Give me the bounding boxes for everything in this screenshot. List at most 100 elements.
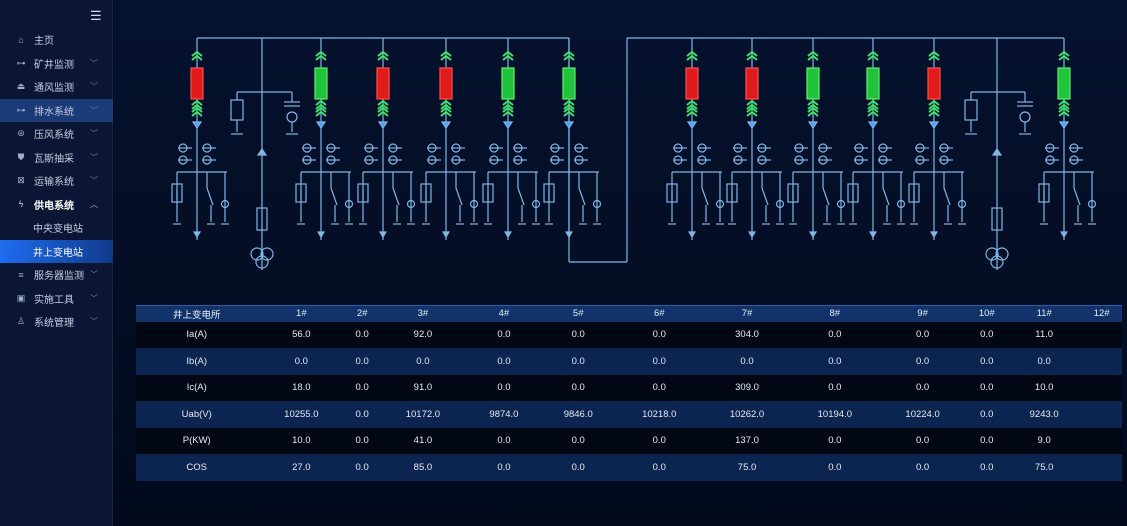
table-cell: 0.0 [466, 321, 542, 348]
table-cell: 0.0 [466, 427, 542, 454]
sidebar-item[interactable]: ⊠ 运输系统 ﹀ [0, 169, 113, 193]
table-cell [1081, 374, 1122, 401]
table-cell [1081, 427, 1122, 454]
switch-icon [882, 187, 890, 206]
switch-icon [578, 187, 586, 206]
table-cell: 0.0 [615, 348, 704, 375]
sidebar-item[interactable]: ⊶ 矿井监测 ﹀ [0, 52, 113, 76]
lamp-icon [286, 111, 298, 123]
arrow-icon [564, 231, 574, 239]
chevron-icon: ﹀ [90, 152, 98, 162]
column-header: 9# [878, 305, 967, 322]
chevron-icon [440, 106, 452, 117]
chevron-icon [563, 106, 575, 117]
disconnect-icon [686, 121, 698, 130]
arrester-icon [964, 99, 978, 121]
table-row: P(KW) 10.0 0.0 41.0 0.0 0.0 0.0 137.0 0.0 0.0 0.0 9… [136, 427, 1122, 454]
chevron-icon [686, 99, 698, 110]
table-cell: 0.0 [466, 348, 542, 375]
breaker-closed [501, 67, 515, 100]
lamp-icon [896, 199, 906, 209]
table-cell [1081, 321, 1122, 348]
sidebar-item-label: 服务器监测 [34, 271, 84, 283]
table-cell: 0.0 [615, 321, 704, 348]
column-header: 2# [345, 305, 380, 322]
breaker-closed [866, 67, 880, 100]
sidebar-item[interactable]: ⊶ 排水系统 ﹀ [0, 98, 113, 122]
table-cell: 10.0 [257, 427, 346, 454]
lamp-icon [836, 199, 846, 209]
arrow-icon [316, 231, 326, 239]
sidebar-item-label: 实施工具 [34, 294, 74, 306]
table-cell: 304.0 [703, 321, 791, 348]
arrow-icon [929, 231, 939, 239]
sidebar-item-label: 通风监测 [34, 83, 74, 95]
chevron-icon [686, 106, 698, 117]
switch-icon [943, 187, 951, 206]
home-icon: ⌂ [18, 34, 24, 45]
disconnect-icon [563, 121, 575, 130]
column-header: 8# [790, 305, 879, 322]
sidebar-subitem[interactable]: 井上变电站 [0, 239, 113, 263]
lamp-icon [775, 199, 785, 209]
table-cell: 10224.0 [878, 401, 967, 428]
table-cell: Ic(A) [136, 374, 258, 401]
arrow-icon [441, 231, 451, 239]
disconnect-icon [315, 121, 327, 130]
table-cell: 0.0 [878, 454, 967, 481]
table-cell: 0.0 [966, 348, 1008, 375]
gas-icon: ⛊ [17, 151, 25, 162]
chevron-icon: ﹀ [90, 58, 98, 68]
single-line-diagram [171, 37, 1097, 270]
sidebar-item[interactable]: ≡ 服务器监测 ﹀ [0, 263, 113, 287]
sidebar-item[interactable]: ⌂ 主页 [0, 28, 113, 52]
pump-icon: ⊶ [16, 104, 26, 115]
fuse-icon [256, 207, 268, 231]
table-cell: 56.0 [257, 321, 346, 348]
chevron-icon [807, 106, 819, 117]
disconnect-icon [807, 121, 819, 130]
breaker-open [927, 67, 941, 100]
transport-icon: ⊠ [17, 175, 25, 186]
chevron-icon [1058, 99, 1070, 110]
chevron-icon [867, 50, 879, 61]
sidebar-item[interactable]: ▣ 实施工具 ﹀ [0, 287, 113, 311]
chevron-icon [867, 106, 879, 117]
chevron-icon [563, 99, 575, 110]
disconnect-icon [502, 121, 514, 130]
breaker-open [745, 67, 759, 100]
chevron-icon [440, 50, 452, 61]
arrester-icon [420, 183, 432, 203]
sidebar-item[interactable]: ⊛ 压风系统 ﹀ [0, 122, 113, 146]
transformer-icon [995, 247, 1009, 261]
chevron-icon [928, 50, 940, 61]
chevron-icon [563, 50, 575, 61]
hamburger-icon[interactable]: ☰ [90, 8, 102, 23]
chevron-icon: ﹀ [90, 293, 98, 303]
table-row: Uab(V) 10255.0 0.0 10172.0 9874.0 9846.0 10218… [136, 401, 1122, 428]
sidebar-item[interactable]: ♙ 系统管理 ﹀ [0, 310, 113, 334]
sidebar-subitem[interactable]: 中央变电站 [33, 224, 83, 236]
table-cell: 0.0 [345, 454, 380, 481]
sidebar-item[interactable]: ⏏ 通风监测 ﹀ [0, 75, 113, 99]
table-cell: 0.0 [379, 348, 467, 375]
column-header: 5# [541, 305, 616, 322]
switch-icon [1073, 187, 1081, 206]
fan-icon: ⏏ [16, 81, 26, 92]
sidebar-item[interactable]: ⛊ 瓦斯抽采 ﹀ [0, 146, 113, 170]
table-cell: 0.0 [345, 321, 380, 348]
table-cell: 309.0 [703, 374, 791, 401]
table-cell: 0.0 [790, 321, 879, 348]
sidebar-item-label: 瓦斯抽采 [34, 153, 74, 165]
sidebar-item[interactable]: ϟ 供电系统 ︿ [0, 193, 113, 217]
chevron-icon [686, 50, 698, 61]
table-cell: 0.0 [790, 427, 879, 454]
table-cell: 9243.0 [1007, 401, 1082, 428]
column-header: 4# [466, 305, 542, 322]
chevron-icon [807, 99, 819, 110]
sidebar-item-label: 排水系统 [34, 106, 74, 118]
arrester-icon [666, 183, 678, 203]
power-icon: ϟ [18, 199, 24, 210]
lamp-icon [531, 199, 541, 209]
chevron-icon [377, 106, 389, 117]
